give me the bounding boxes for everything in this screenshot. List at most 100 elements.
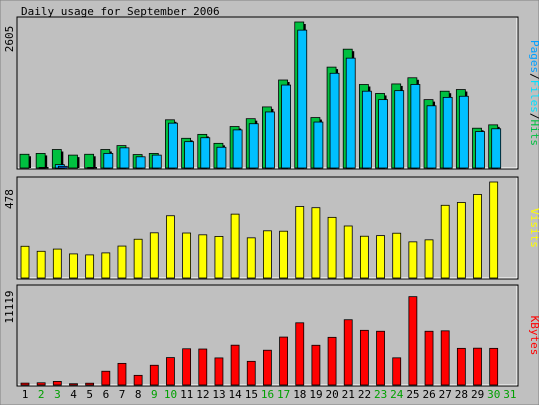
x-tick-label: 27 — [439, 388, 452, 401]
bar-files — [135, 156, 146, 169]
x-tick-label: 17 — [277, 388, 290, 401]
x-tick-label: 25 — [406, 388, 419, 401]
bar-visits — [117, 245, 127, 279]
y-max-label: 2605 — [3, 26, 16, 53]
bar-kbytes — [311, 344, 321, 386]
bar-kbytes — [263, 349, 272, 386]
panel-legend: Pages/Files/Hits — [528, 40, 539, 146]
bar-kbytes — [327, 336, 337, 386]
bar-kbytes — [133, 374, 143, 386]
panel-legend: Visits — [528, 208, 539, 248]
bar-kbytes — [101, 370, 111, 386]
legend-entry: Files — [528, 80, 539, 113]
bar-kbytes — [295, 322, 305, 386]
bar-kbytes — [424, 330, 434, 386]
bar-visits — [85, 254, 95, 279]
bar-files — [168, 122, 178, 169]
x-tick-label: 13 — [212, 388, 225, 401]
x-tick-label: 19 — [309, 388, 322, 401]
bar-visits — [69, 253, 78, 279]
panel-legend: KBytes — [528, 316, 539, 356]
bar-hits — [19, 153, 30, 169]
chart-title: Daily usage for September 2006 — [21, 5, 220, 18]
bar-kbytes — [456, 347, 466, 386]
bar-files — [458, 95, 469, 169]
panel-visits: 478 Visits — [3, 176, 539, 280]
bar-kbytes — [392, 357, 402, 386]
bar-visits — [166, 215, 175, 279]
bar-kbytes — [198, 348, 208, 386]
bar-visits — [489, 181, 499, 279]
bar-visits — [359, 235, 369, 279]
bar-kbytes — [117, 362, 127, 386]
x-tick-label: 28 — [455, 388, 468, 401]
bar-kbytes — [69, 383, 78, 386]
bar-visits — [456, 202, 466, 279]
x-tick-label: 22 — [358, 388, 371, 401]
legend-entry: KBytes — [528, 316, 539, 356]
bar-files — [329, 72, 340, 169]
bar-files — [119, 147, 130, 169]
bar-visits — [327, 216, 337, 279]
bar-files — [281, 84, 291, 169]
bar-files — [265, 111, 275, 169]
x-tick-label: 23 — [374, 388, 387, 401]
x-tick-label: 2 — [38, 388, 45, 401]
bar-visits — [408, 241, 418, 279]
x-tick-label: 12 — [196, 388, 209, 401]
x-tick-label: 3 — [54, 388, 61, 401]
bar-visits — [440, 204, 450, 279]
x-tick-label: 15 — [245, 388, 258, 401]
bar-files — [426, 105, 437, 169]
bar-visits — [133, 238, 143, 279]
bar-hits — [68, 154, 78, 169]
bar-kbytes — [52, 381, 62, 386]
bar-hits — [35, 153, 46, 169]
bar-visits — [295, 206, 305, 279]
bar-files — [394, 90, 405, 169]
bar-kbytes — [376, 330, 385, 386]
legend-entry: / — [528, 113, 539, 120]
bar-pages — [57, 165, 68, 169]
bar-files — [378, 99, 388, 169]
bar-kbytes — [230, 344, 240, 386]
bar-files — [442, 96, 453, 169]
bar-visits — [214, 236, 224, 279]
bar-kbytes — [359, 329, 369, 386]
bar-files — [184, 141, 195, 169]
bar-visits — [230, 213, 240, 279]
x-tick-label: 18 — [293, 388, 306, 401]
bar-visits — [36, 250, 46, 279]
bar-hits — [84, 153, 95, 169]
bar-kbytes — [343, 319, 353, 386]
bar-visits — [246, 237, 256, 279]
bar-files — [38, 167, 49, 169]
bar-files — [103, 153, 114, 169]
bar-files — [87, 167, 98, 169]
bar-files — [345, 57, 356, 169]
x-tick-label: 16 — [261, 388, 274, 401]
bar-visits — [279, 230, 288, 279]
bar-files — [491, 128, 502, 169]
legend-entry: Pages — [528, 40, 539, 73]
bar-kbytes — [214, 357, 224, 386]
legend-entry: / — [528, 73, 539, 80]
bar-visits — [311, 207, 321, 279]
x-tick-label: 10 — [164, 388, 177, 401]
bar-kbytes — [408, 296, 418, 386]
bar-kbytes — [489, 347, 499, 386]
bar-visits — [20, 245, 30, 279]
bar-files — [216, 146, 227, 169]
bar-visits — [182, 232, 192, 279]
x-tick-label: 11 — [180, 388, 193, 401]
bar-visits — [198, 234, 208, 279]
panel-kbytes: 11119 KBytes — [3, 284, 539, 387]
legend-entry: Hits — [528, 120, 539, 147]
y-max-label: 11119 — [3, 290, 16, 323]
bar-kbytes — [182, 348, 192, 386]
bar-kbytes — [440, 330, 450, 386]
bar-kbytes — [149, 364, 159, 386]
